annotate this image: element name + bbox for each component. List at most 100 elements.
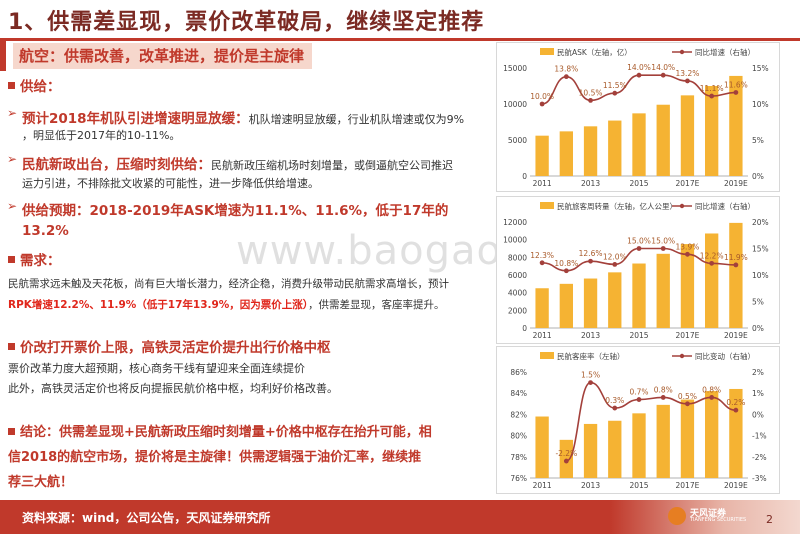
data-label: 11.5% <box>603 81 627 90</box>
bar <box>656 104 670 176</box>
line-point <box>588 258 593 264</box>
line-point <box>685 401 690 407</box>
data-label: 1.5% <box>581 371 600 380</box>
y-right-tick-label: 0% <box>752 172 764 181</box>
line-point <box>709 93 715 99</box>
data-label: 13.9% <box>676 242 700 251</box>
bar <box>729 388 743 478</box>
x-tick-label: 2011 <box>533 179 552 188</box>
supply-bullet-2-head: 民航新政出台，压缩时刻供给： <box>22 157 211 173</box>
y-right-tick-label: 15% <box>752 245 769 254</box>
data-label: 12.0% <box>603 252 627 261</box>
bar <box>705 391 719 478</box>
bar <box>705 233 719 328</box>
demand-line-1: 民航需求远未触及天花板，尚有巨大增长潜力，经济企稳，消费升级带动民航需求高增长，… <box>8 278 449 290</box>
y-left-tick-label: 76% <box>510 474 527 483</box>
y-right-tick-label: 0% <box>752 410 764 419</box>
data-label: 13.8% <box>554 65 578 74</box>
bar <box>559 283 573 328</box>
line-point <box>660 395 666 400</box>
bar <box>729 75 743 176</box>
y-left-tick-label: 0 <box>522 172 527 181</box>
y-left-tick-label: 78% <box>510 453 527 462</box>
line-point <box>539 260 545 266</box>
line-point <box>636 397 642 402</box>
y-left-tick-label: 0 <box>522 324 527 333</box>
ask-chart-svg: 民航ASK（左轴，亿） 同比增速（右轴） 0 5000 10000 15000 0% 5% 10… <box>503 47 769 188</box>
y-left-tick-label: 5000 <box>508 136 527 145</box>
rpk-chart-svg: 民航旅客周转量（左轴，亿人公里） 同比增速（右轴） 0 2000 4000 6000 800… <box>503 201 769 340</box>
load-factor-chart-svg: 民航客座率（左轴） 同比变动（右轴） 76% 78% 80% 82% 84% 86% -3% -2… <box>510 351 767 490</box>
line-point <box>563 458 569 464</box>
demand-line-2: RPK增速12.2%、11.9%（低于17年13.9%，因为票价上涨），供需差显… <box>8 297 445 312</box>
line-point <box>636 246 642 251</box>
x-tick-label: 2017E <box>676 179 700 188</box>
bar <box>608 120 622 176</box>
x-tick-label: 2011 <box>533 331 552 340</box>
load-factor-chart: 民航客座率（左轴） 同比变动（右轴） 76% 78% 80% 82% 84% 86% -3% -2… <box>496 346 780 494</box>
data-label: 11.1% <box>700 84 724 93</box>
data-label: 15.0% <box>651 237 675 246</box>
bullet-square-icon <box>8 428 15 435</box>
data-label: 12.2% <box>700 251 724 260</box>
data-label: -2.2% <box>555 449 577 458</box>
line-point <box>588 380 593 385</box>
data-label: 12.6% <box>579 249 603 258</box>
data-label: 12.3% <box>530 251 554 260</box>
legend-bar-swatch <box>540 202 554 209</box>
y-right-tick-label: 2% <box>752 368 764 377</box>
legend-line-marker <box>679 203 685 209</box>
y-left-tick-label: 2000 <box>508 306 527 315</box>
ask-chart: 民航ASK（左轴，亿） 同比增速（右轴） 0 5000 10000 15000 0% 5% 10… <box>496 42 780 192</box>
supply-bullet-2: 民航新政出台，压缩时刻供给：民航新政压缩机场时刻增量，或倒逼航空公司推迟 <box>22 153 453 173</box>
demand-heading: 需求： <box>20 253 61 269</box>
footer-band <box>0 500 610 534</box>
y-right-tick-label: 10% <box>752 271 769 280</box>
supply-bullet-1-text: 机队增速明显放缓，行业机队增速或仅为9% <box>248 113 465 126</box>
y-right-tick-label: 20% <box>752 218 769 227</box>
legend-right-label: 同比增速（右轴） <box>695 201 755 211</box>
logo-text: 天风证券 <box>690 509 727 519</box>
bar <box>705 86 719 176</box>
page-number: 2 <box>766 513 773 526</box>
y-right-tick-label: 5% <box>752 136 764 145</box>
x-tick-label: 2013 <box>581 331 600 340</box>
data-label: 13.2% <box>676 69 700 78</box>
price-heading: 价改打开票价上限，高铁灵活定价提升出行价格中枢 <box>20 340 331 356</box>
line-point <box>709 395 715 400</box>
legend-line-marker <box>679 353 685 359</box>
line-point <box>685 251 690 257</box>
bar <box>583 278 598 328</box>
y-right-tick-label: 5% <box>752 298 764 307</box>
line-point <box>636 72 642 78</box>
logo-flower-icon <box>668 507 686 525</box>
bar <box>535 288 549 328</box>
title-divider <box>0 38 800 41</box>
footer-gradient <box>610 500 800 534</box>
rpk-chart: 民航旅客周转量（左轴，亿人公里） 同比增速（右轴） 0 2000 4000 6000 800… <box>496 196 780 344</box>
supply-bullet-1-head: 预计2018年机队引进增速明显放缓： <box>22 111 249 127</box>
bullet-square-icon <box>8 82 15 89</box>
company-logo: 天风证券 TIANFENG SECURITIES <box>668 506 746 528</box>
conclusion-line-3: 荐三大航！ <box>8 475 74 490</box>
title-bar: 1、供需差显现，票价改革破局，继续坚定推荐 <box>0 0 800 38</box>
y-left-tick-label: 84% <box>510 389 527 398</box>
bar <box>632 413 646 478</box>
y-right-tick-label: 0% <box>752 324 764 333</box>
bar <box>608 272 622 328</box>
data-label: 10.5% <box>579 88 603 97</box>
chart-frame <box>496 346 780 494</box>
page-title: 1、供需差显现，票价改革破局，继续坚定推荐 <box>8 10 485 35</box>
line-point <box>733 90 739 95</box>
bar <box>632 263 646 328</box>
x-tick-label: 2015 <box>629 481 648 490</box>
x-tick-label: 2019E <box>724 179 748 188</box>
y-right-tick-label: 15% <box>752 64 769 73</box>
bullet-square-icon <box>8 256 15 263</box>
supply-heading: 供给： <box>20 79 61 95</box>
x-tick-label: 2015 <box>629 179 648 188</box>
line-point <box>685 78 690 84</box>
price-line-1: 票价改革力度大超预期，核心商务干线有望迎来全面连续提价 <box>8 362 305 375</box>
y-right-tick-label: -1% <box>752 432 767 441</box>
demand-highlight: RPK增速12.2%、11.9%（低于17年13.9%，因为票价上涨） <box>8 299 309 311</box>
